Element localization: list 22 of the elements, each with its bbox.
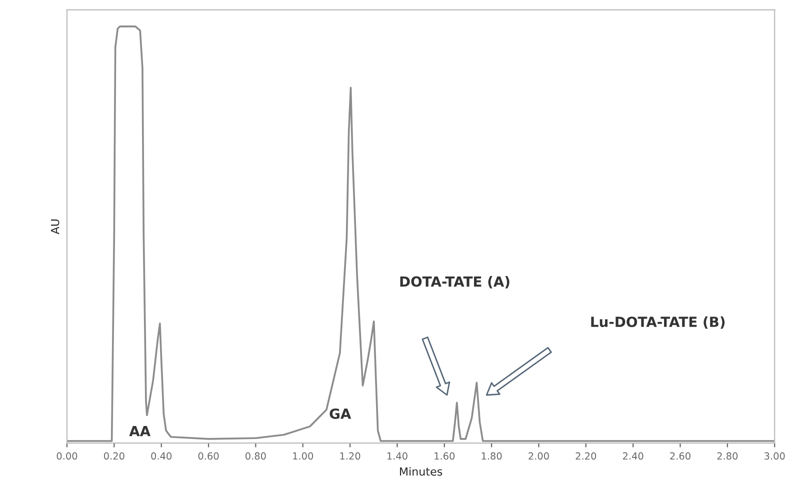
x-tick-label: 2.00: [528, 452, 549, 460]
x-tick-label: 1.00: [293, 452, 314, 460]
x-tick-label: 1.20: [340, 452, 360, 460]
x-tick-label: 0.60: [198, 452, 219, 460]
y-axis-title: AU: [51, 220, 60, 234]
x-tick-label: 3.00: [764, 452, 785, 460]
x-tick-label: 1.40: [387, 452, 408, 460]
annotation: DOTA-TATE (A): [400, 276, 510, 288]
x-tick-label: 2.40: [622, 452, 644, 460]
x-tick-label: 2.60: [670, 452, 690, 460]
x-tick-label: 2.20: [576, 452, 596, 460]
x-tick-label: 0.20: [104, 452, 124, 460]
x-tick-label: 0.80: [245, 452, 266, 460]
x-tick-label: 0.00: [56, 452, 78, 460]
x-tick-label: 1.80: [482, 452, 502, 460]
x-axis-title: Minutes: [400, 467, 442, 476]
annotation: Lu-DOTA-TATE (B): [591, 316, 725, 329]
x-tick-label: 0.40: [151, 452, 172, 460]
x-tick-label: 2.80: [717, 452, 738, 460]
annotation: AA: [129, 426, 151, 436]
annotation: GA: [330, 408, 352, 419]
x-tick-label: 1.60: [434, 452, 455, 460]
